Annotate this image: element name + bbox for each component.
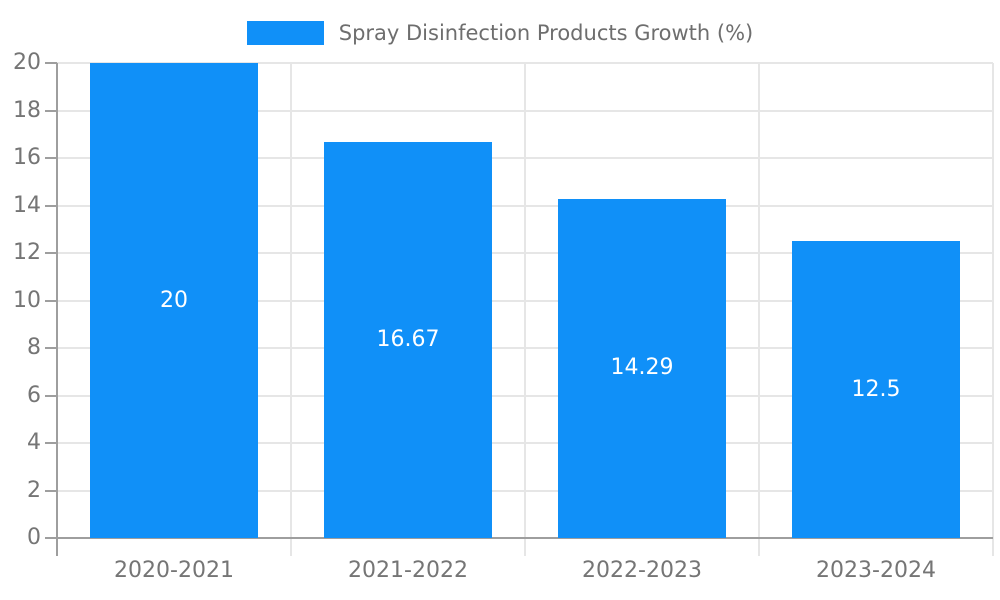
y-axis-tick — [45, 62, 57, 64]
gridline-vertical — [758, 63, 760, 538]
y-tick-label: 14 — [13, 192, 41, 218]
y-tick-label: 6 — [27, 382, 41, 408]
bar[interactable] — [90, 63, 258, 538]
gridline-vertical — [290, 63, 292, 538]
bar[interactable] — [792, 241, 960, 538]
bar-value-label: 20 — [160, 287, 188, 313]
y-axis-tick — [45, 347, 57, 349]
y-axis-tick — [45, 252, 57, 254]
bar-value-label: 16.67 — [376, 327, 440, 353]
x-axis-tick — [758, 538, 760, 556]
y-tick-label: 20 — [13, 50, 41, 75]
y-axis-tick — [45, 109, 57, 112]
bar-value-label: 12.5 — [851, 376, 901, 402]
legend[interactable]: Spray Disinfection Products Growth (%) — [0, 17, 1000, 49]
x-tick-label: 2021-2022 — [348, 558, 468, 583]
x-axis-tick — [992, 538, 994, 556]
y-tick-label: 8 — [27, 335, 41, 360]
bar-value-label: 14.29 — [610, 355, 674, 381]
y-tick-label: 18 — [13, 97, 41, 123]
y-tick-label: 10 — [13, 287, 41, 313]
legend-label: Spray Disinfection Products Growth (%) — [338, 21, 754, 45]
bar[interactable] — [558, 198, 726, 538]
y-tick-label: 16 — [13, 145, 41, 170]
y-tick-label: 4 — [27, 430, 41, 455]
gridline-vertical — [992, 63, 994, 538]
x-axis-tick — [290, 538, 292, 556]
x-tick-label: 2023-2024 — [816, 558, 936, 583]
y-axis-line — [56, 63, 58, 556]
x-tick-label: 2020-2021 — [114, 558, 234, 583]
x-axis-tick — [524, 538, 526, 556]
y-axis-tick — [45, 299, 57, 302]
x-tick-label: 2022-2023 — [582, 558, 702, 583]
legend-swatch — [246, 21, 324, 45]
y-axis-tick — [45, 394, 57, 397]
x-axis-line — [45, 537, 993, 539]
y-tick-label: 0 — [27, 525, 41, 550]
y-axis-tick — [45, 204, 57, 207]
y-axis-tick — [45, 537, 57, 539]
y-tick-label: 2 — [27, 477, 41, 503]
y-axis-tick — [45, 157, 57, 159]
y-axis-tick — [45, 489, 57, 492]
bar[interactable] — [324, 142, 492, 538]
y-axis-tick — [45, 442, 57, 444]
y-tick-label: 12 — [13, 240, 41, 265]
gridline-vertical — [524, 63, 526, 538]
